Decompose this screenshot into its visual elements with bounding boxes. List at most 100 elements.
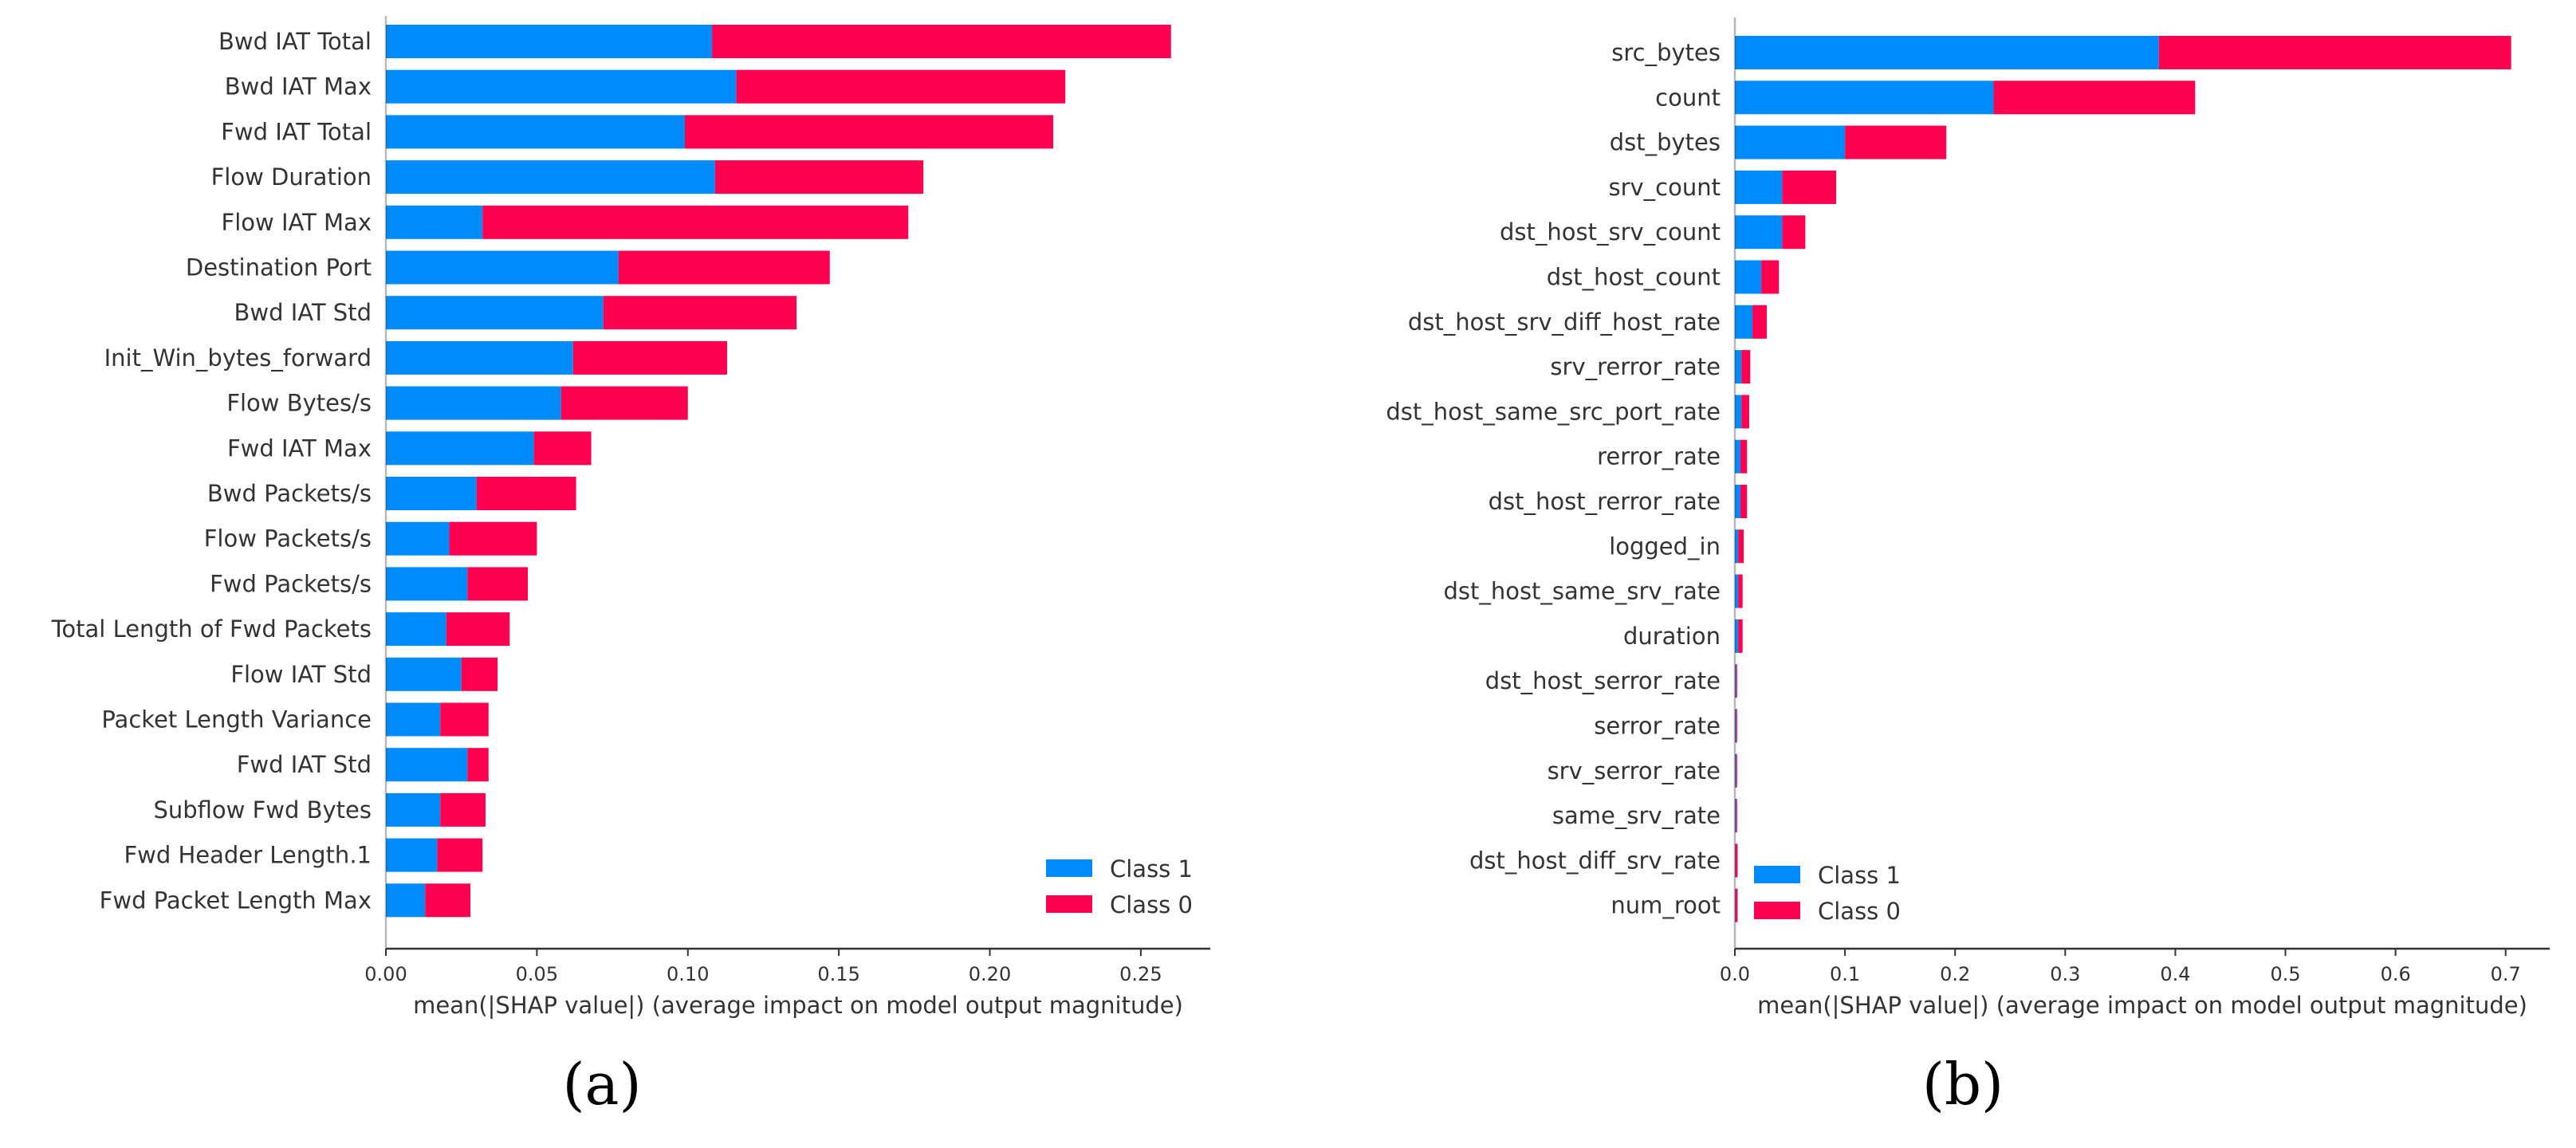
- b-bar-class1: [1735, 170, 1783, 204]
- b-panel-caption: (b): [1922, 1051, 2004, 1118]
- b-x-tick-label: 0.5: [2270, 963, 2300, 985]
- b-category-label: dst_host_same_srv_rate: [1443, 578, 1721, 605]
- a-bar-class1: [386, 883, 426, 918]
- b-legend-swatch-class1: [1754, 866, 1800, 883]
- a-bar-class1: [386, 25, 713, 58]
- b-bar-class1: [1735, 709, 1736, 743]
- b-bar-class1: [1735, 260, 1762, 294]
- b-legend-label: Class 1: [1818, 862, 1901, 889]
- b-category-label: num_root: [1610, 892, 1721, 919]
- b-bar-class1: [1735, 305, 1753, 339]
- b-bar-class1: [1735, 395, 1742, 429]
- a-category-label: Bwd IAT Total: [218, 28, 372, 55]
- a-category-label: Init_Win_bytes_forward: [104, 344, 372, 372]
- a-legend-swatch-class1: [1046, 859, 1092, 877]
- b-bar-class0: [1740, 439, 1748, 474]
- a-legend-label: Class 1: [1110, 855, 1193, 883]
- b-x-tick-label: 0.1: [1830, 963, 1860, 985]
- a-category-label: Bwd IAT Std: [234, 299, 372, 326]
- a-bar-class0: [714, 160, 924, 195]
- a-bar-class1: [386, 431, 534, 466]
- a-bar-class1: [386, 748, 468, 782]
- a-bar-class0: [449, 521, 537, 556]
- b-category-label: src_bytes: [1611, 39, 1721, 66]
- a-legend-swatch-class0: [1046, 895, 1092, 913]
- b-bar-class1: [1735, 439, 1740, 474]
- b-category-label: serror_rate: [1594, 713, 1721, 740]
- b-category-label: rerror_rate: [1597, 443, 1721, 470]
- a-legend-label: Class 0: [1110, 891, 1193, 918]
- b-bar-class0: [1761, 260, 1780, 294]
- a-bar-class0: [467, 567, 529, 601]
- a-category-label: Fwd IAT Max: [227, 434, 372, 462]
- b-bar-class0: [1741, 350, 1751, 384]
- a-category-label: Fwd Packet Length Max: [100, 887, 372, 914]
- b-bar-class1: [1735, 574, 1739, 608]
- b-category-label: srv_rerror_rate: [1550, 353, 1721, 380]
- a-category-label: Flow Duration: [211, 163, 372, 191]
- b-bar-class0: [1738, 574, 1743, 608]
- a-bar-class0: [603, 296, 797, 330]
- panel-a-chart: Bwd IAT Total Bwd IAT Max Fwd IAT Total Flo…: [51, 16, 1210, 1118]
- b-category-label: dst_host_diff_srv_rate: [1469, 847, 1721, 874]
- b-bar-class1: [1735, 350, 1742, 384]
- b-bar-class0: [1741, 395, 1749, 429]
- b-category-label: logged_in: [1609, 533, 1721, 560]
- b-category-label: srv_serror_rate: [1548, 757, 1721, 784]
- b-legend-swatch-class0: [1754, 902, 1800, 919]
- a-bar-class0: [437, 838, 483, 872]
- a-category-label: Bwd IAT Max: [225, 73, 372, 100]
- a-category-label: Flow Bytes/s: [226, 390, 372, 417]
- b-category-label: count: [1655, 84, 1721, 111]
- a-bar-class1: [386, 115, 685, 149]
- a-bar-class0: [712, 25, 1171, 58]
- b-bar-class1: [1735, 215, 1783, 250]
- b-bar-class0: [1735, 888, 1738, 922]
- b-bar-class1: [1735, 125, 1846, 159]
- b-bar-class1: [1735, 36, 2159, 69]
- b-bar-class1: [1735, 799, 1736, 833]
- a-category-label: Fwd IAT Std: [237, 751, 372, 778]
- a-bar-class1: [386, 521, 450, 556]
- b-category-label: dst_bytes: [1610, 129, 1721, 156]
- b-bar-class0: [2158, 36, 2511, 69]
- b-bar-class0: [1735, 843, 1738, 878]
- b-category-label: dst_host_srv_count: [1500, 218, 1721, 246]
- a-x-tick-label: 0.20: [969, 963, 1011, 985]
- b-category-label: dst_host_count: [1547, 264, 1721, 291]
- b-bar-class1: [1735, 843, 1736, 878]
- a-panel-caption: (a): [562, 1051, 641, 1118]
- a-bar-class0: [618, 250, 830, 285]
- b-bar-class1: [1735, 485, 1740, 518]
- a-bar-class1: [386, 340, 573, 375]
- b-bar-class1: [1735, 619, 1739, 653]
- a-x-axis-title: mean(|SHAP value|) (average impact on mo…: [413, 992, 1183, 1019]
- a-category-label: Fwd Packets/s: [210, 570, 372, 597]
- b-x-tick-label: 0.3: [2050, 963, 2080, 985]
- a-category-label: Total Length of Fwd Packets: [51, 615, 372, 643]
- b-bar-class0: [1738, 619, 1743, 653]
- b-x-tick-label: 0.6: [2381, 963, 2411, 985]
- a-bar-class0: [467, 748, 489, 782]
- b-bar-class0: [1993, 81, 2196, 115]
- b-bar-class0: [1782, 215, 1806, 250]
- a-category-label: Bwd Packets/s: [207, 480, 372, 507]
- b-category-label: same_srv_rate: [1552, 802, 1721, 829]
- b-category-label: dst_host_serror_rate: [1485, 667, 1721, 694]
- a-bar-class1: [386, 160, 715, 195]
- a-bar-class0: [476, 477, 576, 510]
- b-category-label: dst_host_same_src_port_rate: [1386, 398, 1721, 425]
- b-bar-class1: [1735, 888, 1736, 922]
- a-bar-class0: [533, 431, 592, 466]
- b-x-tick-label: 0.2: [1940, 963, 1970, 985]
- a-category-label: Subflow Fwd Bytes: [153, 796, 372, 824]
- a-bar-class1: [386, 296, 604, 330]
- a-category-label: Fwd IAT Total: [221, 118, 372, 145]
- b-bar-class1: [1735, 81, 1994, 115]
- b-legend-label: Class 0: [1818, 898, 1901, 925]
- a-bar-class1: [386, 250, 619, 285]
- a-bar-class1: [386, 657, 462, 691]
- b-bar-class0: [1752, 305, 1768, 339]
